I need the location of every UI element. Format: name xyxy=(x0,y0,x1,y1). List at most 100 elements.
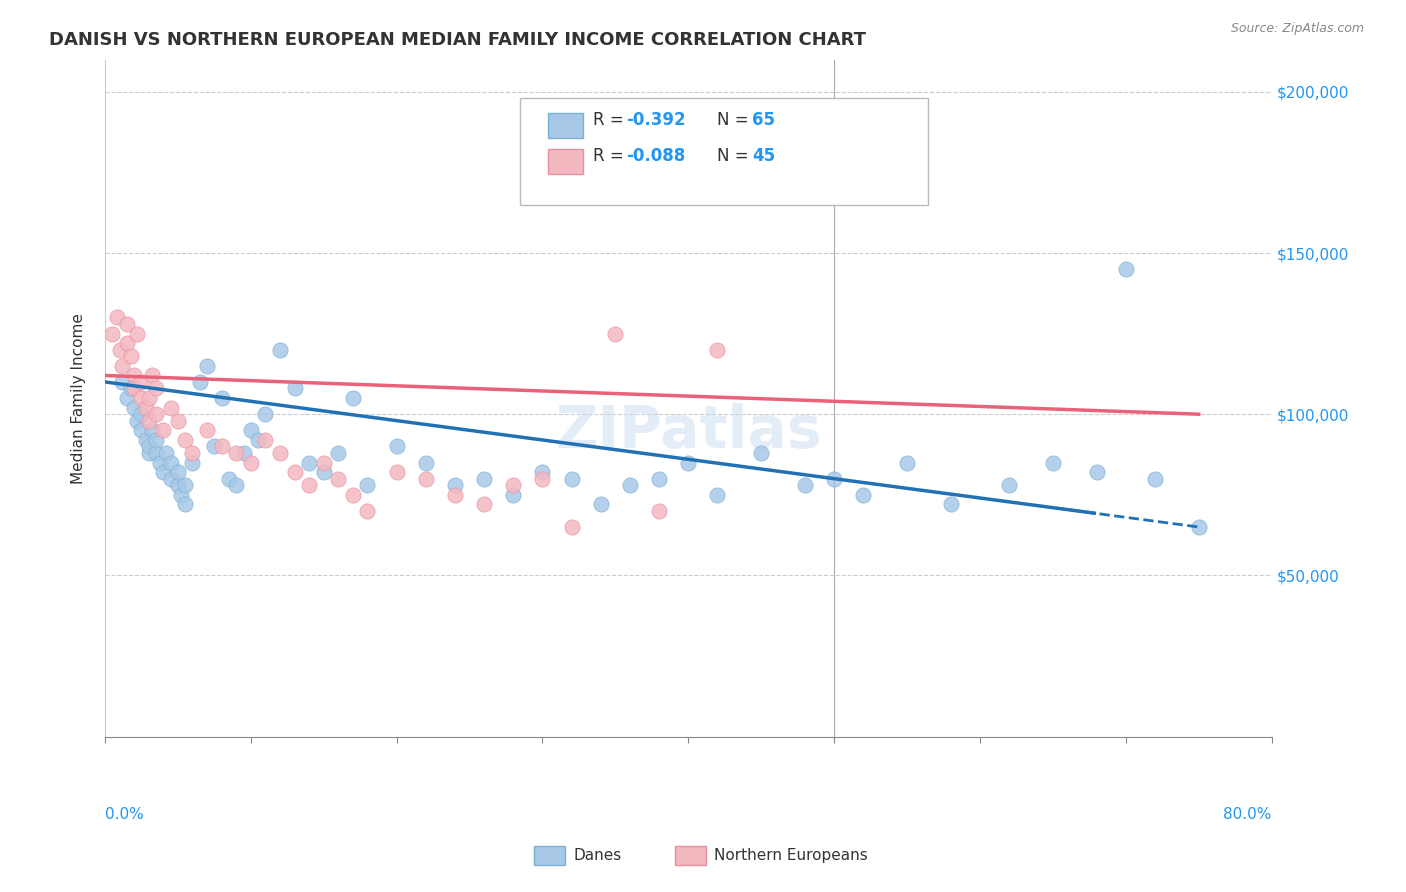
Point xyxy=(181,446,204,460)
Point xyxy=(823,472,845,486)
Point xyxy=(195,423,218,437)
Point xyxy=(1042,456,1064,470)
Point xyxy=(138,391,160,405)
Point xyxy=(896,456,918,470)
Point xyxy=(852,488,875,502)
Point xyxy=(135,433,157,447)
Point xyxy=(648,504,671,518)
Point xyxy=(239,456,262,470)
Point xyxy=(122,381,145,395)
Text: R =: R = xyxy=(593,112,630,129)
Point xyxy=(298,456,321,470)
Point xyxy=(167,414,190,428)
Point xyxy=(225,446,247,460)
Point xyxy=(232,446,254,460)
Point xyxy=(648,472,671,486)
Point xyxy=(749,446,772,460)
Text: ZIPatlas: ZIPatlas xyxy=(555,403,821,460)
Point xyxy=(141,423,163,437)
Point xyxy=(342,391,364,405)
Point xyxy=(115,336,138,351)
Point xyxy=(239,423,262,437)
Point xyxy=(589,498,612,512)
Point xyxy=(415,472,437,486)
Point xyxy=(131,423,153,437)
Point xyxy=(561,520,583,534)
Point xyxy=(472,498,495,512)
Point xyxy=(218,472,240,486)
Point xyxy=(145,381,167,395)
Point xyxy=(120,349,142,363)
Point xyxy=(115,391,138,405)
Y-axis label: Median Family Income: Median Family Income xyxy=(72,312,86,483)
Point xyxy=(502,488,524,502)
Point xyxy=(111,359,134,373)
Point xyxy=(131,375,153,389)
Point xyxy=(619,478,641,492)
Point xyxy=(328,446,350,460)
Point xyxy=(145,446,167,460)
Point xyxy=(444,478,467,492)
Point xyxy=(678,456,700,470)
Point xyxy=(342,488,364,502)
Text: R =: R = xyxy=(593,147,630,165)
Point xyxy=(531,465,554,479)
Point xyxy=(174,478,197,492)
Point xyxy=(284,381,307,395)
Point xyxy=(356,504,378,518)
Point xyxy=(531,472,554,486)
Text: Northern Europeans: Northern Europeans xyxy=(714,848,868,863)
Point xyxy=(298,478,321,492)
Point xyxy=(152,423,174,437)
Point xyxy=(120,381,142,395)
Point xyxy=(1188,520,1211,534)
Point xyxy=(145,433,167,447)
Text: N =: N = xyxy=(717,112,754,129)
Point xyxy=(444,488,467,502)
Point xyxy=(269,446,291,460)
Point xyxy=(502,478,524,492)
Point xyxy=(125,326,148,341)
Point xyxy=(312,465,335,479)
Text: 0.0%: 0.0% xyxy=(105,807,143,822)
Point xyxy=(170,488,193,502)
Point xyxy=(174,433,197,447)
Point xyxy=(605,326,627,341)
Point xyxy=(254,407,277,421)
Point xyxy=(195,359,218,373)
Point xyxy=(202,439,225,453)
Point xyxy=(155,446,177,460)
Text: 65: 65 xyxy=(752,112,775,129)
Point xyxy=(159,456,181,470)
Point xyxy=(561,472,583,486)
Point xyxy=(101,326,124,341)
Point xyxy=(706,488,728,502)
Point xyxy=(138,439,160,453)
Point xyxy=(159,472,181,486)
Point xyxy=(706,343,728,357)
Point xyxy=(131,407,153,421)
Point xyxy=(254,433,277,447)
Point xyxy=(181,456,204,470)
Point xyxy=(211,439,233,453)
Point xyxy=(108,343,131,357)
Point xyxy=(122,368,145,383)
Point xyxy=(939,498,962,512)
Point xyxy=(111,375,134,389)
Point xyxy=(1085,465,1108,479)
Text: N =: N = xyxy=(717,147,754,165)
Point xyxy=(415,456,437,470)
Point xyxy=(269,343,291,357)
Point xyxy=(356,478,378,492)
Point xyxy=(328,472,350,486)
Point xyxy=(138,414,160,428)
Point xyxy=(125,414,148,428)
Point xyxy=(1143,472,1166,486)
Point xyxy=(312,456,335,470)
Point xyxy=(385,439,408,453)
Point xyxy=(385,465,408,479)
Point xyxy=(152,465,174,479)
Point xyxy=(131,391,153,405)
Text: Source: ZipAtlas.com: Source: ZipAtlas.com xyxy=(1230,22,1364,36)
Point xyxy=(167,478,190,492)
